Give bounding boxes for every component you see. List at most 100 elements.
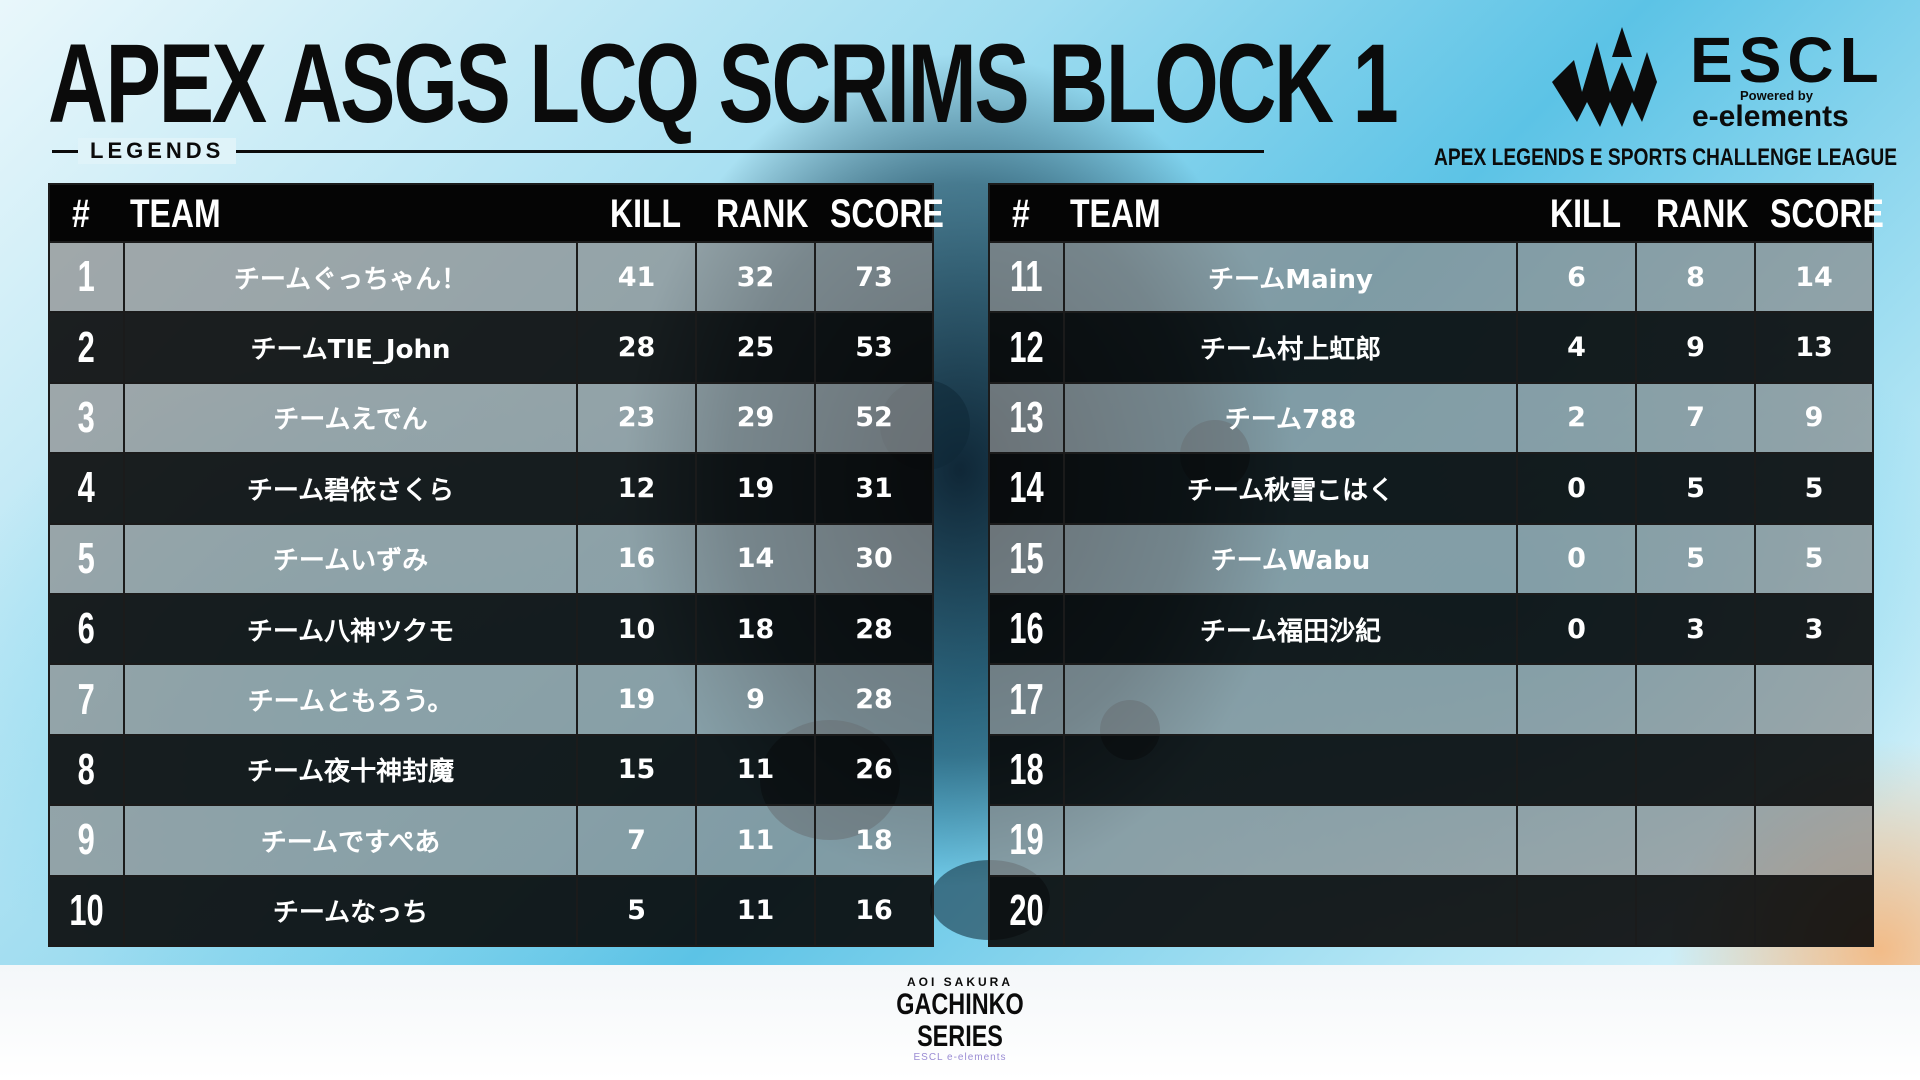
table-header: # TEAM KILL RANK SCORE: [990, 185, 1884, 241]
powered-by-label: Powered by: [1740, 88, 1813, 103]
header-num: #: [1012, 192, 1030, 236]
score-value: 73: [855, 261, 893, 293]
score-value: 53: [855, 332, 893, 364]
rank-value: 29: [697, 383, 816, 453]
kill-value: 0: [1518, 594, 1637, 664]
kill-value: 28: [578, 313, 697, 382]
row-num: 17: [990, 665, 1065, 734]
rank-value: [1637, 665, 1756, 734]
row-num: 16: [990, 594, 1065, 664]
team-name: チーム秋雪こはく: [1065, 454, 1518, 523]
table-row: 11 チームMainy 6 8 14: [990, 241, 1872, 312]
header-kill: KILL: [1550, 192, 1622, 236]
table-row: 16 チーム福田沙紀 0 3 3: [990, 592, 1872, 664]
team-name: チーム福田沙紀: [1065, 594, 1518, 664]
table-row: 5 チームいずみ 16 14 30: [50, 522, 932, 593]
escl-logo-text: ESCL: [1690, 24, 1885, 96]
table-row: 14 チーム秋雪こはく 0 5 5: [990, 452, 1872, 523]
kill-value: 10: [578, 594, 697, 664]
rank-value: 7: [1637, 383, 1756, 453]
score-value: [1756, 877, 1872, 945]
table-row: 3 チームえでん 23 29 52: [50, 381, 932, 453]
kill-value: 23: [578, 383, 697, 453]
rank-value: 25: [697, 313, 816, 382]
series-logo-main: GACHINKO SERIES: [896, 988, 1024, 1053]
kill-value: 0: [1518, 524, 1637, 593]
team-name: チーム碧依さくら: [125, 454, 578, 523]
kill-value: 6: [1518, 243, 1637, 312]
row-num: 6: [50, 594, 125, 664]
kill-value: [1518, 735, 1637, 805]
header-num: #: [72, 192, 90, 236]
rank-value: 3: [1637, 594, 1756, 664]
header-team: TEAM: [130, 192, 221, 236]
team-name: [1065, 876, 1518, 945]
header-rank: RANK: [716, 192, 809, 236]
row-num: 20: [990, 876, 1065, 945]
rank-value: 19: [697, 454, 816, 523]
kill-value: 7: [578, 806, 697, 875]
table-row: 13 チーム788 2 7 9: [990, 381, 1872, 453]
score-value: 28: [855, 613, 893, 645]
table-row: 9 チームですぺあ 7 11 18: [50, 804, 932, 875]
row-num: 7: [50, 665, 125, 734]
row-num: 12: [990, 313, 1065, 382]
table-row: 10 チームなっち 5 11 16: [50, 874, 932, 945]
score-value: 26: [855, 754, 893, 786]
escl-logo-icon: [1552, 27, 1657, 127]
team-name: チームいずみ: [125, 524, 578, 593]
page-title: APEX ASGS LCQ SCRIMS BLOCK 1: [48, 21, 1399, 146]
rank-value: 9: [697, 665, 816, 734]
team-name: チームえでん: [125, 383, 578, 453]
title-underline: [52, 150, 1264, 153]
row-num: 4: [50, 454, 125, 523]
kill-value: 16: [578, 524, 697, 593]
row-num: 8: [50, 735, 125, 805]
rank-value: 8: [1637, 243, 1756, 312]
table-row: 17: [990, 663, 1872, 734]
header-kill: KILL: [610, 192, 682, 236]
row-num: 1: [50, 243, 125, 312]
kill-value: [1518, 665, 1637, 734]
kill-value: 2: [1518, 383, 1637, 453]
rank-value: 5: [1637, 454, 1756, 523]
rank-value: 18: [697, 594, 816, 664]
team-name: チームなっち: [125, 876, 578, 945]
kill-value: 4: [1518, 313, 1637, 382]
header-score: SCORE: [1770, 192, 1884, 236]
kill-value: [1518, 876, 1637, 945]
team-name: [1065, 735, 1518, 805]
team-name: [1065, 806, 1518, 875]
rank-value: 11: [697, 876, 816, 945]
table-row: 8 チーム夜十神封魔 15 11 26: [50, 733, 932, 805]
standings-table-left: # TEAM KILL RANK SCORE 1 チームぐっちゃん！ 41 32…: [48, 183, 944, 947]
score-value: 30: [855, 543, 893, 575]
table-row: 4 チーム碧依さくら 12 19 31: [50, 452, 932, 523]
score-value: 5: [1804, 543, 1824, 575]
score-value: 9: [1804, 402, 1824, 434]
league-name: APEX LEGENDS E SPORTS CHALLENGE LEAGUE: [1434, 144, 1897, 171]
kill-value: 12: [578, 454, 697, 523]
team-name: チーム788: [1065, 383, 1518, 453]
score-value: 18: [855, 824, 893, 856]
row-num: 19: [990, 806, 1065, 875]
row-num: 9: [50, 806, 125, 875]
score-value: 14: [1795, 261, 1833, 293]
row-num: 3: [50, 383, 125, 453]
row-num: 2: [50, 313, 125, 382]
score-value: 52: [855, 402, 893, 434]
rank-value: 11: [697, 735, 816, 805]
table-row: 15 チームWabu 0 5 5: [990, 522, 1872, 593]
series-logo: AOI SAKURA GACHINKO SERIES ESCL e-elemen…: [860, 975, 1060, 1063]
kill-value: 0: [1518, 454, 1637, 523]
kill-value: 15: [578, 735, 697, 805]
kill-value: [1518, 806, 1637, 875]
rank-value: [1637, 876, 1756, 945]
table-row: 20: [990, 874, 1872, 945]
kill-value: 41: [578, 243, 697, 312]
row-num: 10: [50, 876, 125, 945]
score-value: 31: [855, 472, 893, 504]
rank-value: [1637, 806, 1756, 875]
header-score: SCORE: [830, 192, 944, 236]
table-header: # TEAM KILL RANK SCORE: [50, 185, 944, 241]
